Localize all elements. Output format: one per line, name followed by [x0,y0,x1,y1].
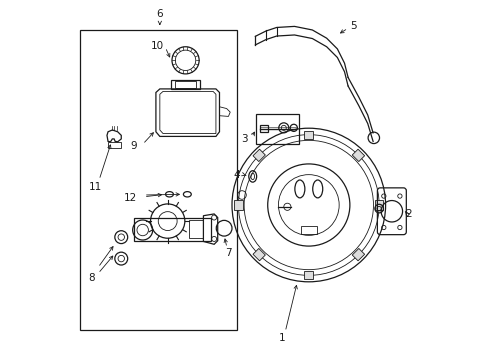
Polygon shape [347,78,372,141]
Bar [259,125,267,132]
Text: 1: 1 [278,333,285,343]
Text: 6: 6 [156,9,163,19]
Text: 12: 12 [124,193,137,203]
Bar [80,30,237,330]
Bar [189,220,203,238]
Text: 2: 2 [405,209,411,219]
Polygon shape [304,271,313,279]
Polygon shape [351,149,364,162]
Bar [256,114,299,144]
Polygon shape [374,201,382,210]
Polygon shape [252,248,265,261]
Text: 8: 8 [88,273,95,283]
Text: 3: 3 [241,134,247,144]
Text: 10: 10 [151,41,164,51]
Text: 11: 11 [89,182,102,192]
Polygon shape [255,27,347,86]
Polygon shape [304,131,313,139]
Text: 7: 7 [224,248,231,258]
Bar [108,143,121,148]
Bar [175,81,196,88]
Bar [300,226,316,234]
Bar [134,218,210,242]
Text: 9: 9 [130,141,137,151]
Polygon shape [252,149,265,162]
Text: 4: 4 [233,170,240,180]
Polygon shape [234,201,242,210]
Polygon shape [351,248,364,261]
Text: 5: 5 [349,21,356,31]
